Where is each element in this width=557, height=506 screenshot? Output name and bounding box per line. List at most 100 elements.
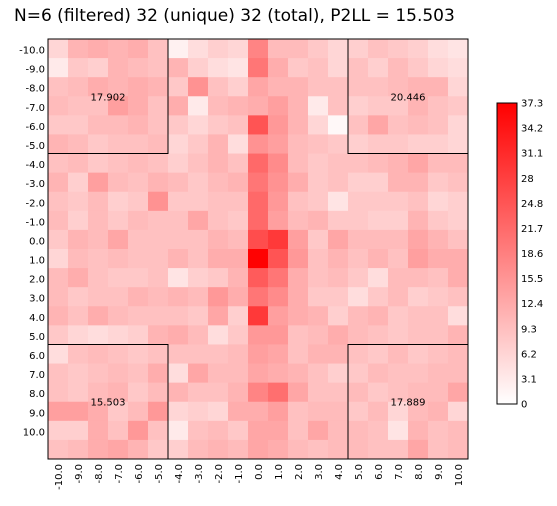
heatmap-cell (168, 268, 189, 288)
y-tick-label: 1.0 (29, 256, 45, 267)
heatmap-cell (268, 77, 289, 97)
heatmap-cell (108, 420, 129, 441)
heatmap-cell (168, 96, 189, 116)
heatmap-cell (108, 306, 129, 326)
heatmap-cell (428, 96, 449, 116)
heatmap-cell (148, 439, 169, 460)
heatmap-cell (88, 153, 109, 174)
heatmap-cell (48, 172, 69, 193)
x-tick-label: -1.0 (234, 464, 245, 484)
heatmap-cell (208, 306, 229, 326)
heatmap-cell (408, 229, 429, 250)
heatmap-cell (148, 210, 169, 231)
heatmap-cell (428, 382, 449, 403)
heatmap-cell (328, 325, 349, 345)
x-tick-label: -5.0 (154, 464, 165, 484)
heatmap-cell (128, 96, 149, 116)
heatmap-cell (168, 172, 189, 193)
heatmap-cell (388, 77, 409, 97)
heatmap-cell (188, 39, 209, 59)
heatmap-cell (328, 77, 349, 97)
heatmap-cell (248, 96, 269, 116)
heatmap-cell (228, 96, 249, 116)
heatmap-cell (448, 134, 469, 154)
heatmap-cell (88, 325, 109, 345)
heatmap-cell (248, 439, 269, 460)
heatmap-cell (128, 134, 149, 154)
heatmap-cell (328, 382, 349, 403)
heatmap-cell (268, 382, 289, 403)
y-tick-label: 10.0 (23, 427, 45, 438)
heatmap-cell (228, 344, 249, 364)
heatmap-cell (228, 363, 249, 384)
heatmap-cell (88, 249, 109, 269)
heatmap-cell (388, 96, 409, 116)
heatmap-cell (148, 249, 169, 269)
heatmap-cell (208, 401, 229, 422)
heatmap-cell (408, 249, 429, 269)
heatmap-cell (108, 210, 129, 231)
heatmap-cell (268, 363, 289, 384)
heatmap-cell (248, 210, 269, 231)
heatmap-cell (68, 439, 89, 460)
heatmap-cell (128, 191, 149, 212)
heatmap-cell (288, 249, 309, 269)
heatmap-cell (188, 249, 209, 269)
y-tick-label: 2.0 (29, 275, 45, 286)
heatmap-cell (268, 172, 289, 193)
heatmap-cell (188, 134, 209, 154)
heatmap-cell (348, 58, 369, 78)
heatmap-cell (448, 191, 469, 212)
heatmap-cell (188, 210, 209, 231)
heatmap-cell (248, 77, 269, 97)
heatmap-cell (288, 153, 309, 174)
heatmap-cell (208, 344, 229, 364)
heatmap-cell (328, 115, 349, 135)
heatmap-cell (228, 287, 249, 307)
heatmap-cell (148, 287, 169, 307)
heatmap-cell (428, 153, 449, 174)
heatmap-cell (68, 249, 89, 269)
y-tick-label: -4.0 (25, 160, 45, 171)
heatmap-cell (288, 439, 309, 460)
heatmap-cell (268, 268, 289, 288)
heatmap-cell (428, 325, 449, 345)
heatmap-cell (328, 249, 349, 269)
heatmap-cell (308, 58, 329, 78)
heatmap-cell (248, 363, 269, 384)
heatmap-cell (408, 58, 429, 78)
heatmap-cell (368, 77, 389, 97)
heatmap-cell (148, 363, 169, 384)
heatmap-cell (48, 115, 69, 135)
heatmap-cell (128, 172, 149, 193)
heatmap-cell (428, 268, 449, 288)
heatmap-cell (48, 96, 69, 116)
heatmap-cell (168, 306, 189, 326)
heatmap-cell (428, 191, 449, 212)
heatmap-cell (348, 96, 369, 116)
heatmap-cell (288, 58, 309, 78)
y-tick-label: 3.0 (29, 294, 45, 305)
heatmap-cell (288, 210, 309, 231)
heatmap-cell (228, 210, 249, 231)
heatmap-cell (408, 344, 429, 364)
heatmap-cell (68, 58, 89, 78)
heatmap-cell (48, 134, 69, 154)
heatmap-cell (248, 420, 269, 441)
heatmap-cell (188, 306, 209, 326)
heatmap-cell (248, 382, 269, 403)
heatmap-cell (288, 401, 309, 422)
heatmap-cell (48, 229, 69, 250)
x-tick-label: 10.0 (454, 464, 465, 486)
heatmap-cell (248, 268, 269, 288)
heatmap-cell (428, 77, 449, 97)
heatmap-cell (48, 344, 69, 364)
heatmap-cell (48, 191, 69, 212)
heatmap-cell (68, 172, 89, 193)
heatmap-cell (228, 401, 249, 422)
x-tick-label: -8.0 (94, 464, 105, 484)
heatmap-cell (308, 287, 329, 307)
colorbar-gradient (496, 102, 518, 405)
heatmap-cell (88, 344, 109, 364)
heatmap-cell (68, 153, 89, 174)
